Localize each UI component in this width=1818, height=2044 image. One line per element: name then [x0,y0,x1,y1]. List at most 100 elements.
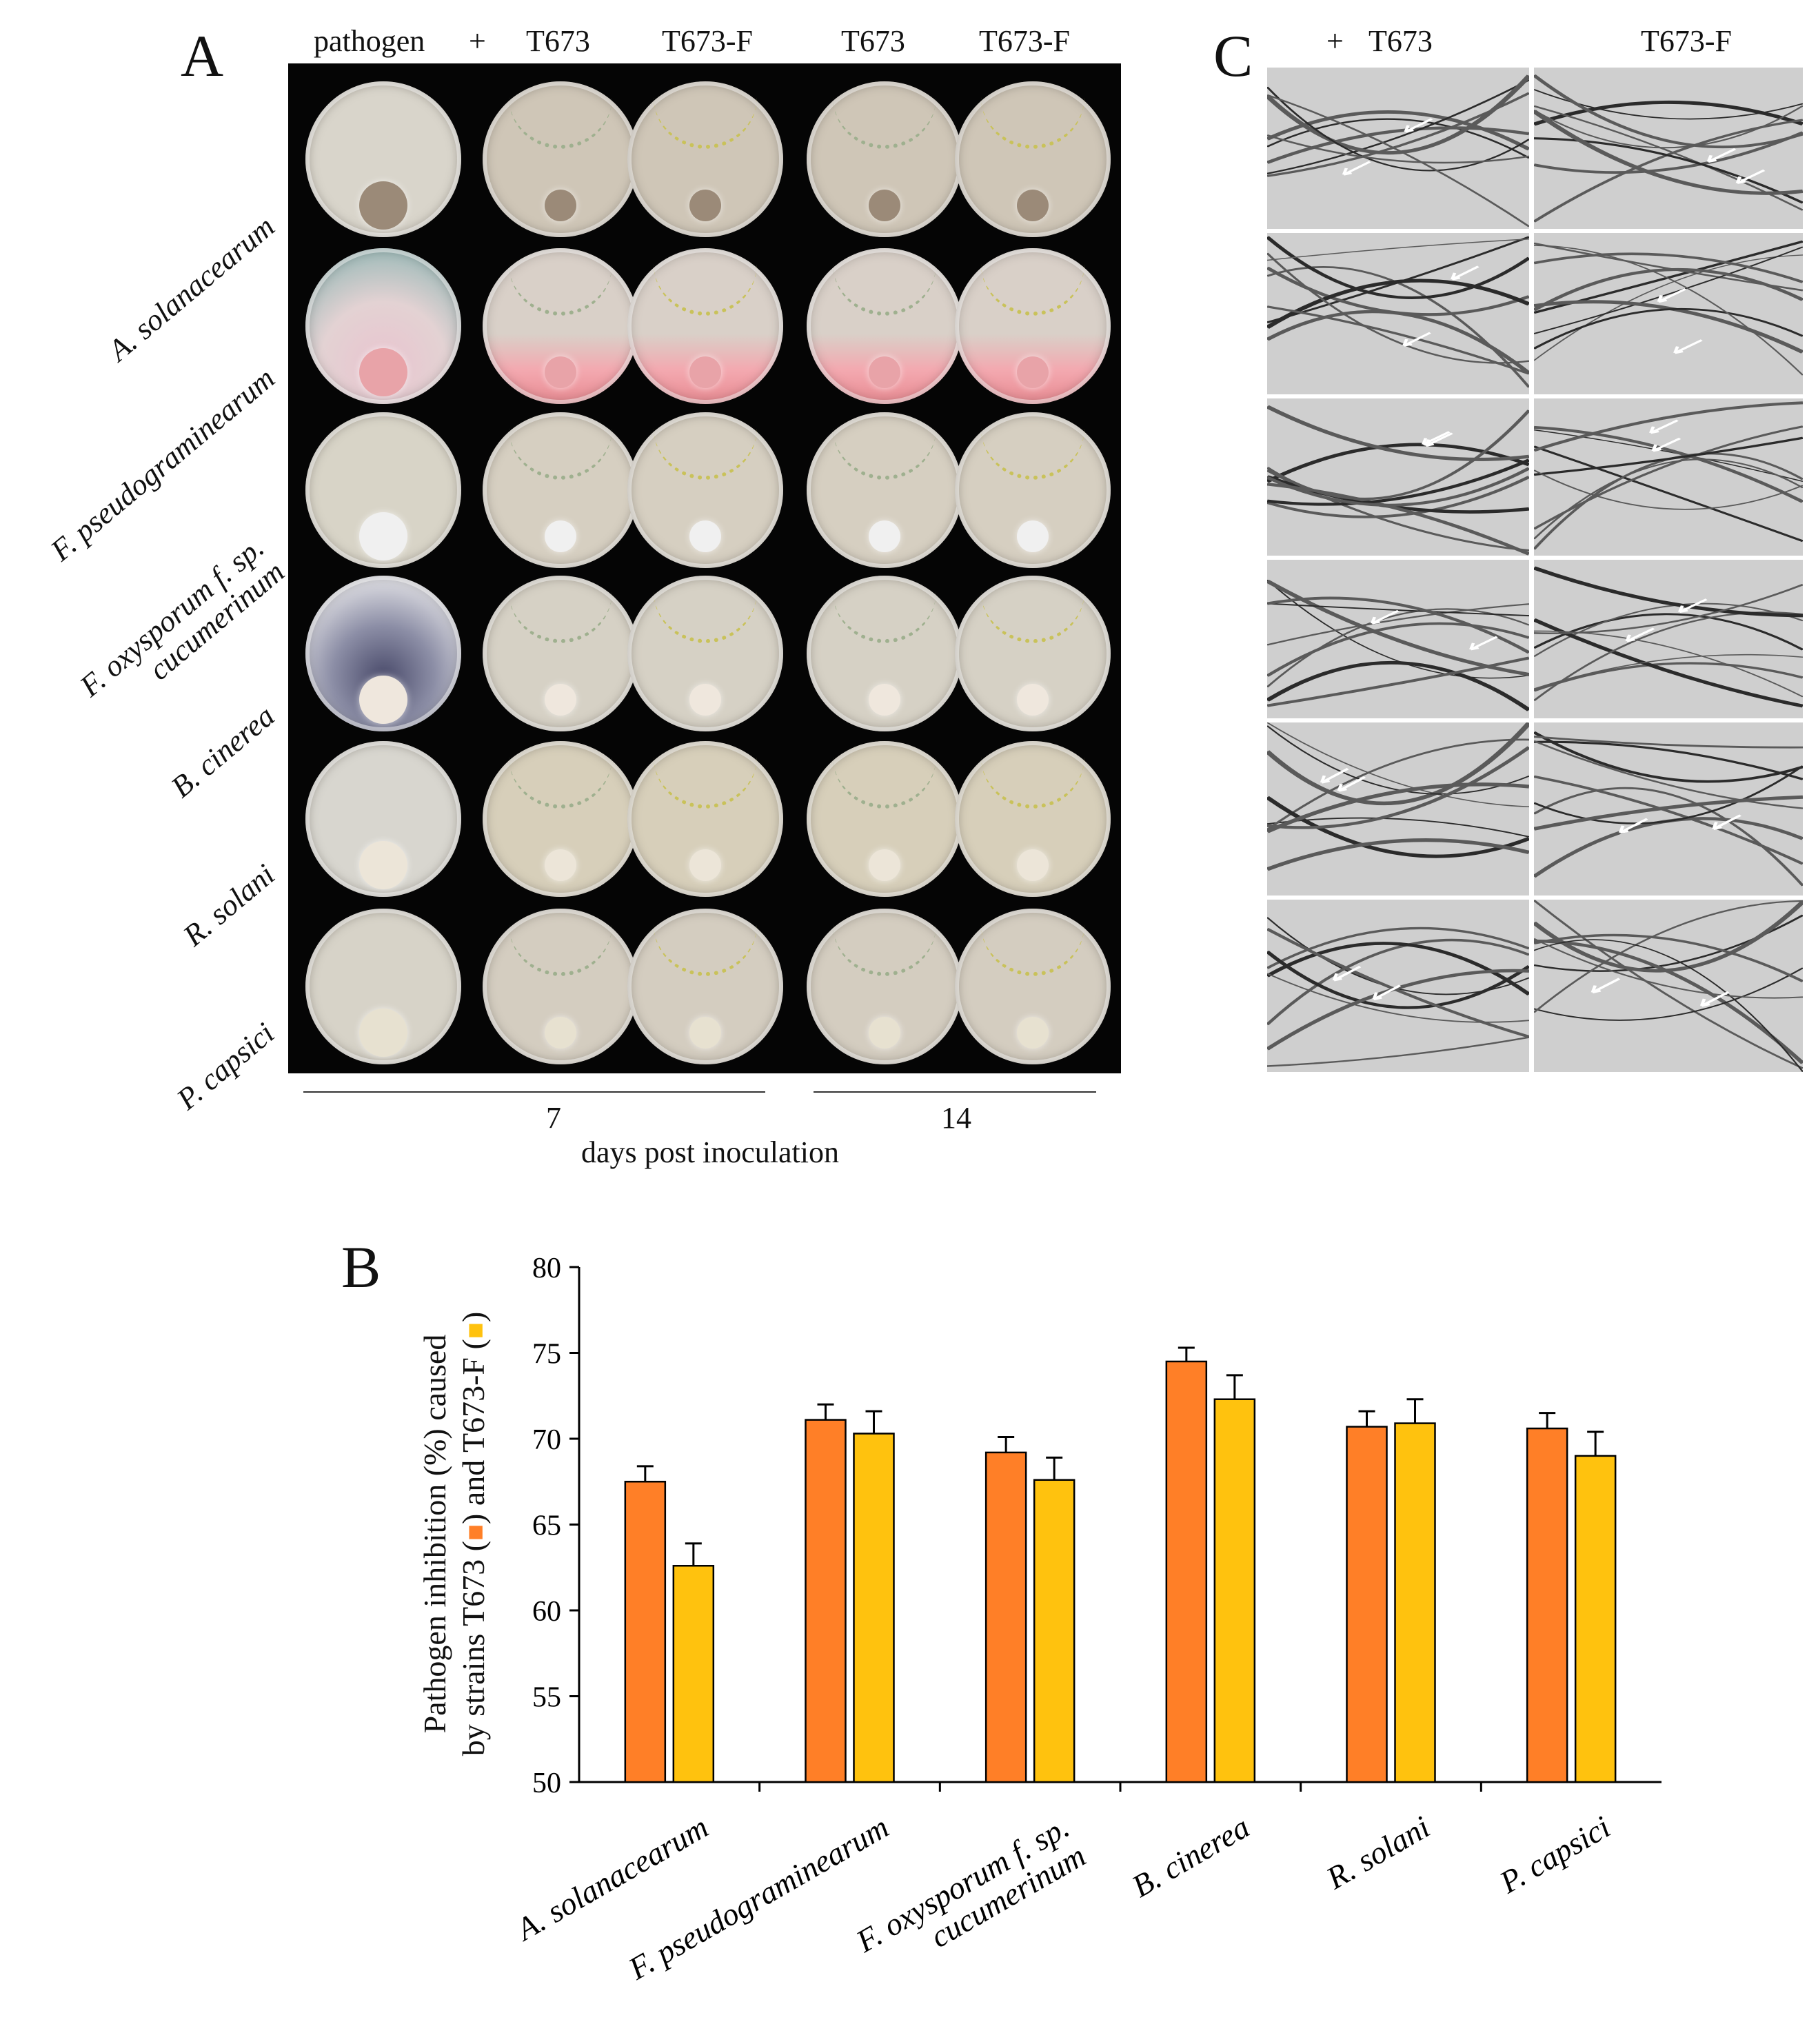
hypha-strand [1534,740,1803,780]
inoculum-spot [869,356,900,388]
trichoderma-colony [981,427,1084,480]
legend-swatch-t673f: ■ [459,1322,490,1339]
inoculum-spot [545,356,576,388]
hypha-strand [1534,300,1803,354]
hypha-strand [1534,583,1803,634]
hypha-strand [1267,409,1529,500]
col-header-plus: + [469,24,486,58]
time-axis-label: days post inoculation [581,1135,839,1169]
time-label-7: 7 [546,1101,561,1135]
hyphae-micrograph [1534,233,1803,394]
y-axis-label-part: by strains T673 ( [456,1541,491,1756]
coiling-arrow [1651,437,1681,452]
hypha-strand [1534,469,1803,510]
coiling-arrow [1451,265,1479,281]
hypha-strand [1267,86,1529,172]
hyphae-micrograph [1534,722,1803,895]
hypha-strand [1534,425,1803,503]
inoculum-spot [1017,520,1049,552]
trichoderma-colony [509,756,612,809]
inoculum-spot [869,190,900,221]
inoculum-spot [359,181,407,230]
hyphae-micrograph [1267,398,1529,556]
coiling-arrow [1337,776,1366,792]
hypha-strand [1534,662,1803,692]
col-header-pathogen: pathogen [314,24,425,58]
hypha-strand [1267,738,1529,831]
hypha-strand [1267,656,1529,707]
inoculum-spot [1017,356,1049,388]
inoculum-spot [689,684,721,716]
trichoderma-colony [981,924,1084,976]
x-category-label: B. cinerea [1126,1809,1255,1904]
bar [853,1433,895,1783]
trichoderma-colony [833,924,936,976]
hypha-strand [1534,900,1803,1013]
coiling-arrow [1618,818,1648,834]
trichoderma-colony [833,427,936,480]
panel-c-header-plus: + [1326,24,1344,58]
trichoderma-colony [654,924,757,976]
hypha-strand [1267,458,1529,506]
chart-axes [578,1267,1662,1783]
bar [1165,1360,1208,1783]
hypha-strand [1534,429,1803,482]
inoculum-spot [359,512,407,560]
bar [1394,1422,1436,1783]
trichoderma-colony [509,591,612,643]
hypha-strand [1267,483,1529,556]
coiling-arrow [1320,767,1349,784]
panel-a-letter: A [181,23,224,89]
hypha-strand [1267,443,1529,483]
hypha-strand [1534,445,1803,543]
bar [1033,1479,1075,1783]
inoculum-spot [1017,849,1049,881]
inoculum-spot [545,684,576,716]
hypha-strand [1534,654,1803,690]
bar [1574,1455,1617,1783]
hypha-strand [1534,795,1803,831]
hypha-strand [1267,476,1529,518]
bar [624,1481,667,1783]
y-tick-label: 55 [532,1682,561,1714]
hypha-strand [1534,105,1803,149]
bar [805,1419,847,1783]
inoculum-spot [545,849,576,881]
hyphae-micrograph [1267,722,1529,895]
col-header-t673f-7d: T673-F [662,24,753,58]
hypha-strand [1267,622,1529,677]
hypha-strand [1267,942,1529,995]
coiling-arrow [1404,118,1433,133]
trichoderma-colony [981,591,1084,643]
hypha-strand [1267,660,1529,711]
inoculum-spot [545,520,576,552]
y-axis-label-line1: Pathogen inhibition (%) caused [417,1335,452,1734]
trichoderma-colony [833,591,936,643]
chart-y-axis-label: Pathogen inhibition (%) caused by strain… [417,1312,491,1757]
hypha-strand [1267,928,1529,1038]
hypha-strand [1534,131,1803,174]
x-category-line: R. solani [1320,1809,1435,1896]
hypha-strand [1534,740,1803,809]
hypha-strand [1534,254,1803,361]
x-category-label: R. solani [1320,1809,1435,1896]
hypha-strand [1267,969,1529,1051]
inoculum-spot [1017,684,1049,716]
time-line-7d [303,1091,765,1093]
inoculum-spot [689,520,721,552]
trichoderma-colony [654,756,757,809]
inoculum-spot [359,348,407,396]
hypha-strand [1267,973,1529,1023]
inoculum-spot [869,520,900,552]
coiling-arrow [1649,419,1679,434]
coiling-arrow [1342,161,1371,176]
hypha-strand [1267,118,1529,159]
trichoderma-colony [509,263,612,316]
hypha-strand [1534,933,1803,982]
hypha-strand [1267,79,1529,174]
trichoderma-colony [981,97,1084,149]
x-category-line: P. capsici [1493,1809,1616,1900]
hyphae-micrograph [1534,398,1803,556]
legend-swatch-t673: ■ [459,1524,490,1541]
